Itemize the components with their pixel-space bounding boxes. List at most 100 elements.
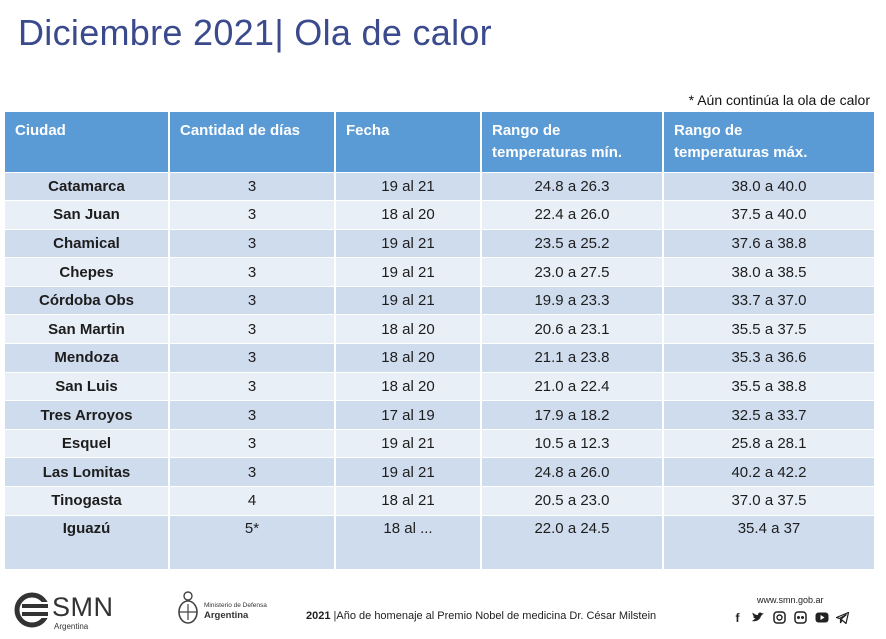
table-row: Las Lomitas 3 19 al 21 24.8 a 26.0 40.2 a 42… [5, 457, 874, 487]
smn-logo-icon [14, 592, 50, 628]
homage-caption: |Año de homenaje al Premio Nobel de medi… [330, 610, 657, 622]
cell-fecha: 18 al 21 [335, 486, 482, 516]
table-row: Córdoba Obs 3 19 al 21 19.9 a 23.3 33.7 a 37… [5, 285, 874, 315]
table-header-row: Ciudad Cantidad de días Fecha Rango de te… [5, 112, 874, 172]
cell-min: 20.5 a 23.0 [481, 486, 664, 516]
cell-dias: 3 [169, 314, 336, 344]
cell-min: 22.0 a 24.5 [481, 514, 664, 570]
cell-max: 35.3 a 36.6 [663, 343, 874, 373]
table-row: Catamarca 3 19 al 21 24.8 a 26.3 38.0 a 40.0 [5, 171, 874, 201]
col-header-dias: Cantidad de días [169, 112, 336, 172]
cell-ciudad: Mendoza [5, 343, 170, 373]
homage-year: 2021 [306, 610, 331, 622]
website-link[interactable]: www.smn.gob.ar [757, 595, 824, 605]
col-header-max-line1: Rango de [674, 122, 743, 139]
cell-fecha: 18 al 20 [335, 200, 482, 230]
ministry-line1: Ministerio de Defensa [204, 602, 267, 609]
cell-ciudad: Chamical [5, 228, 170, 258]
cell-max: 32.5 a 33.7 [663, 400, 874, 430]
cell-fecha: 19 al 21 [335, 428, 482, 458]
cell-min: 22.4 a 26.0 [481, 200, 664, 230]
cell-ciudad: Iguazú [5, 514, 170, 570]
cell-ciudad: San Martin [5, 314, 170, 344]
table-row: Tinogasta 4 18 al 21 20.5 a 23.0 37.0 a 37.5 [5, 486, 874, 516]
heatwave-table: Ciudad Cantidad de días Fecha Rango de te… [5, 112, 874, 570]
cell-min: 23.5 a 25.2 [481, 228, 664, 258]
cell-min: 21.0 a 22.4 [481, 371, 664, 401]
cell-fecha: 19 al 21 [335, 457, 482, 487]
cell-max: 37.6 a 38.8 [663, 228, 874, 258]
cell-ciudad: Las Lomitas [5, 457, 170, 487]
smn-name: SMN [52, 592, 114, 622]
col-header-min: Rango de temperaturas mín. [481, 112, 664, 172]
cell-max: 38.0 a 38.5 [663, 257, 874, 287]
facebook-icon[interactable]: f [735, 610, 740, 625]
table-row: Esquel 3 19 al 21 10.5 a 12.3 25.8 a 28.1 [5, 428, 874, 458]
col-header-ciudad: Ciudad [5, 112, 170, 172]
table-row: San Martin 3 18 al 20 20.6 a 23.1 35.5 a 37.… [5, 314, 874, 344]
cell-fecha: 19 al 21 [335, 228, 482, 258]
cell-min: 17.9 a 18.2 [481, 400, 664, 430]
cell-min: 19.9 a 23.3 [481, 285, 664, 315]
cell-ciudad: Catamarca [5, 171, 170, 201]
cell-dias: 3 [169, 228, 336, 258]
cell-fecha: 19 al 21 [335, 171, 482, 201]
cell-dias: 3 [169, 457, 336, 487]
cell-dias: 3 [169, 171, 336, 201]
table-row: Chepes 3 19 al 21 23.0 a 27.5 38.0 a 38.5 [5, 257, 874, 287]
cell-dias: 3 [169, 371, 336, 401]
cell-min: 10.5 a 12.3 [481, 428, 664, 458]
cell-dias: 4 [169, 486, 336, 516]
cell-fecha: 17 al 19 [335, 400, 482, 430]
table-row: Iguazú 5* 18 al ... 22.0 a 24.5 35.4 a 37 [5, 514, 874, 570]
cell-max: 35.4 a 37 [663, 514, 874, 570]
cell-ciudad: San Luis [5, 371, 170, 401]
cell-min: 24.8 a 26.0 [481, 457, 664, 487]
table-row: Chamical 3 19 al 21 23.5 a 25.2 37.6 a 38.8 [5, 228, 874, 258]
footer: SMN Argentina Ministerio de Defensa Arge… [0, 580, 886, 639]
cell-max: 40.2 a 42.2 [663, 457, 874, 487]
twitter-icon[interactable] [751, 610, 766, 625]
cell-max: 37.0 a 37.5 [663, 486, 874, 516]
table-row: Tres Arroyos 3 17 al 19 17.9 a 18.2 32.5 a 3… [5, 400, 874, 430]
table-row: Mendoza 3 18 al 20 21.1 a 23.8 35.3 a 36.6 [5, 343, 874, 373]
cell-dias: 5* [169, 514, 336, 570]
cell-dias: 3 [169, 257, 336, 287]
flickr-icon[interactable] [793, 610, 808, 625]
cell-fecha: 18 al ... [335, 514, 482, 570]
table-row: San Juan 3 18 al 20 22.4 a 26.0 37.5 a 40.0 [5, 200, 874, 230]
col-header-min-line1: Rango de [492, 122, 561, 139]
cell-max: 35.5 a 38.8 [663, 371, 874, 401]
cell-dias: 3 [169, 285, 336, 315]
col-header-max: Rango de temperaturas máx. [663, 112, 874, 172]
cell-ciudad: Chepes [5, 257, 170, 287]
cell-min: 23.0 a 27.5 [481, 257, 664, 287]
telegram-icon[interactable] [835, 610, 850, 625]
cell-ciudad: Esquel [5, 428, 170, 458]
cell-fecha: 18 al 20 [335, 343, 482, 373]
cell-min: 24.8 a 26.3 [481, 171, 664, 201]
col-header-min-line2: temperaturas mín. [492, 144, 623, 161]
cell-max: 33.7 a 37.0 [663, 285, 874, 315]
cell-ciudad: Tinogasta [5, 486, 170, 516]
cell-dias: 3 [169, 343, 336, 373]
cell-min: 21.1 a 23.8 [481, 343, 664, 373]
youtube-icon[interactable] [814, 610, 829, 625]
cell-max: 35.5 a 37.5 [663, 314, 874, 344]
cell-ciudad: San Juan [5, 200, 170, 230]
table-row: San Luis 3 18 al 20 21.0 a 22.4 35.5 a 38.8 [5, 371, 874, 401]
cell-ciudad: Córdoba Obs [5, 285, 170, 315]
cell-fecha: 19 al 21 [335, 285, 482, 315]
cell-fecha: 18 al 20 [335, 314, 482, 344]
smn-subtitle: Argentina [54, 622, 89, 631]
ministry-line2: Argentina [204, 610, 249, 621]
cell-min: 20.6 a 23.1 [481, 314, 664, 344]
cell-ciudad: Tres Arroyos [5, 400, 170, 430]
instagram-icon[interactable] [772, 610, 787, 625]
cell-fecha: 19 al 21 [335, 257, 482, 287]
page-title: Diciembre 2021| Ola de calor [18, 12, 492, 53]
homage-text: 2021 |Año de homenaje al Premio Nobel de… [306, 610, 656, 622]
col-header-max-line2: temperaturas máx. [674, 144, 808, 161]
coat-of-arms-icon [178, 591, 198, 624]
footnote: * Aún continúa la ola de calor [688, 92, 870, 108]
